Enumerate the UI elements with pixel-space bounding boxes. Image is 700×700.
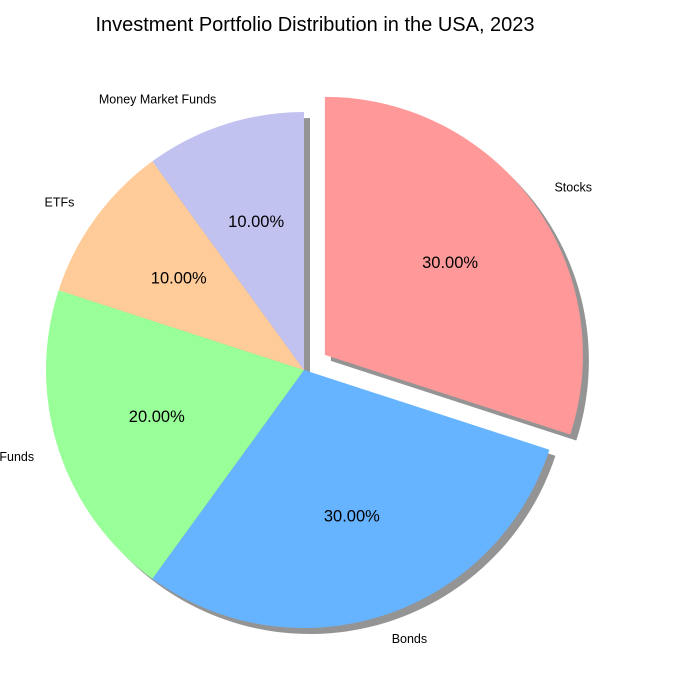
slice-bonds [152,370,550,628]
slice-money-market-funds [152,112,304,370]
slice-etfs [58,161,305,370]
slice-percent-bonds: 30.00% [324,508,380,526]
pie-labels: Stocks 30.00% Bonds 30.00% Mutual Funds 20.00… [0,92,592,646]
slice-label-stocks: Stocks [554,180,592,194]
slice-label-mutual-funds: Mutual Funds [0,450,34,464]
slice-percent-stocks: 30.00% [422,254,478,272]
slice-mutual-funds [46,290,305,579]
slice-stocks [324,96,583,435]
slice-label-money-market-funds: Money Market Funds [99,92,216,106]
pie-slices [46,96,583,628]
slice-label-etfs: ETFs [45,195,75,209]
slice-percent-mutual-funds: 20.00% [129,408,185,426]
chart-title: Investment Portfolio Distribution in the… [95,14,535,36]
slice-percent-money-market-funds: 10.00% [228,213,284,231]
slice-percent-etfs: 10.00% [151,269,207,287]
slice-label-bonds: Bonds [392,632,427,646]
